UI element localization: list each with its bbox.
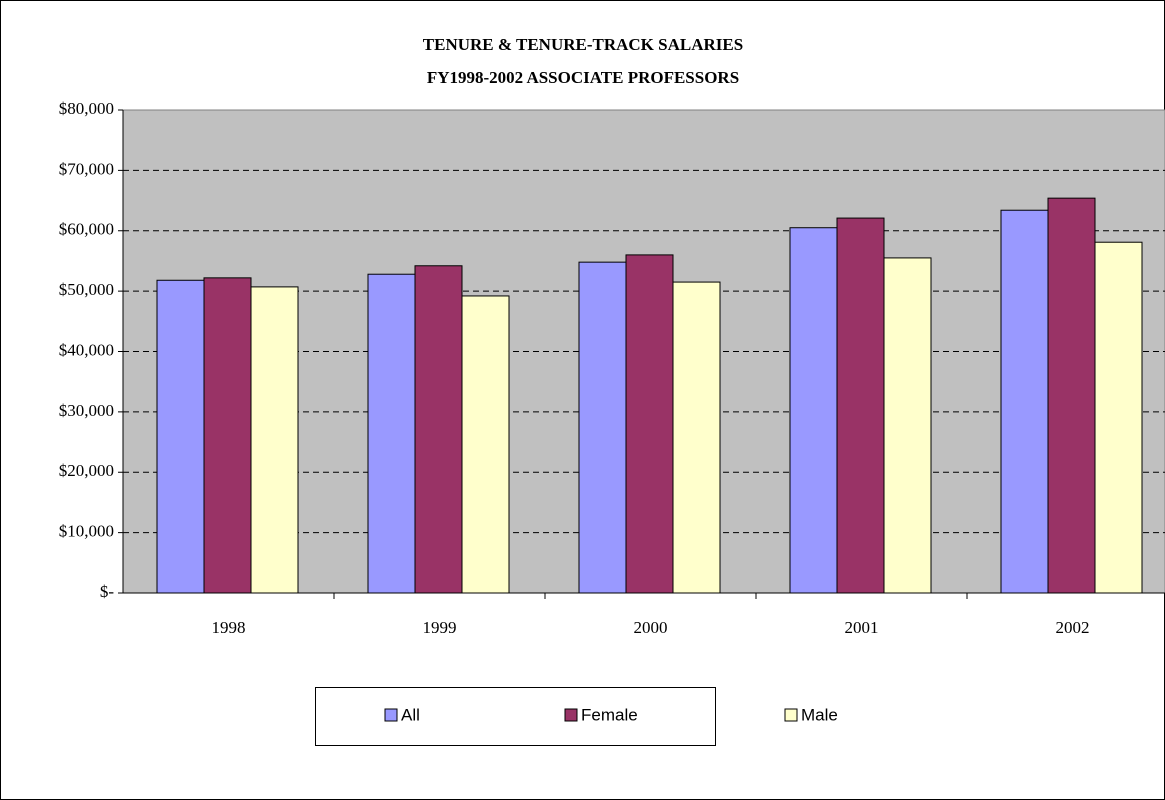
bar xyxy=(367,273,416,594)
chart-subtitle: FY1998-2002 ASSOCIATE PROFESSORS xyxy=(427,68,739,87)
bar xyxy=(1000,209,1049,594)
bar xyxy=(461,295,510,594)
x-tick-label: 1999 xyxy=(423,618,457,637)
legend-label: Male xyxy=(801,705,838,724)
bar xyxy=(156,279,205,594)
y-tick-label: $60,000 xyxy=(59,220,114,239)
bar xyxy=(414,265,463,594)
x-tick-label: 2002 xyxy=(1056,618,1090,637)
y-tick-label: $20,000 xyxy=(59,461,114,480)
x-tick-label: 1998 xyxy=(212,618,246,637)
y-tick-label: $10,000 xyxy=(59,522,114,541)
y-tick-label: $80,000 xyxy=(59,99,114,118)
bar xyxy=(1094,241,1143,594)
x-tick-label: 2000 xyxy=(634,618,668,637)
chart-title: TENURE & TENURE-TRACK SALARIES xyxy=(423,35,743,54)
legend-box xyxy=(315,687,716,746)
bar xyxy=(250,286,299,594)
legend-swatch xyxy=(784,708,798,722)
y-tick-label: $70,000 xyxy=(59,159,114,178)
bar xyxy=(672,281,721,594)
bar xyxy=(1047,197,1096,594)
legend-label: All xyxy=(401,705,420,724)
bar xyxy=(883,257,932,594)
y-tick-label: $- xyxy=(100,582,115,601)
legend-label: Female xyxy=(581,705,638,724)
bar xyxy=(203,277,252,594)
legend-swatch xyxy=(384,708,398,722)
legend-swatch xyxy=(564,708,578,722)
x-tick-label: 2001 xyxy=(845,618,879,637)
y-tick-label: $30,000 xyxy=(59,401,114,420)
y-tick-label: $40,000 xyxy=(59,340,114,359)
bar xyxy=(625,254,674,594)
bar xyxy=(789,227,838,594)
bar xyxy=(836,217,885,594)
y-tick-label: $50,000 xyxy=(59,280,114,299)
bar xyxy=(578,261,627,594)
